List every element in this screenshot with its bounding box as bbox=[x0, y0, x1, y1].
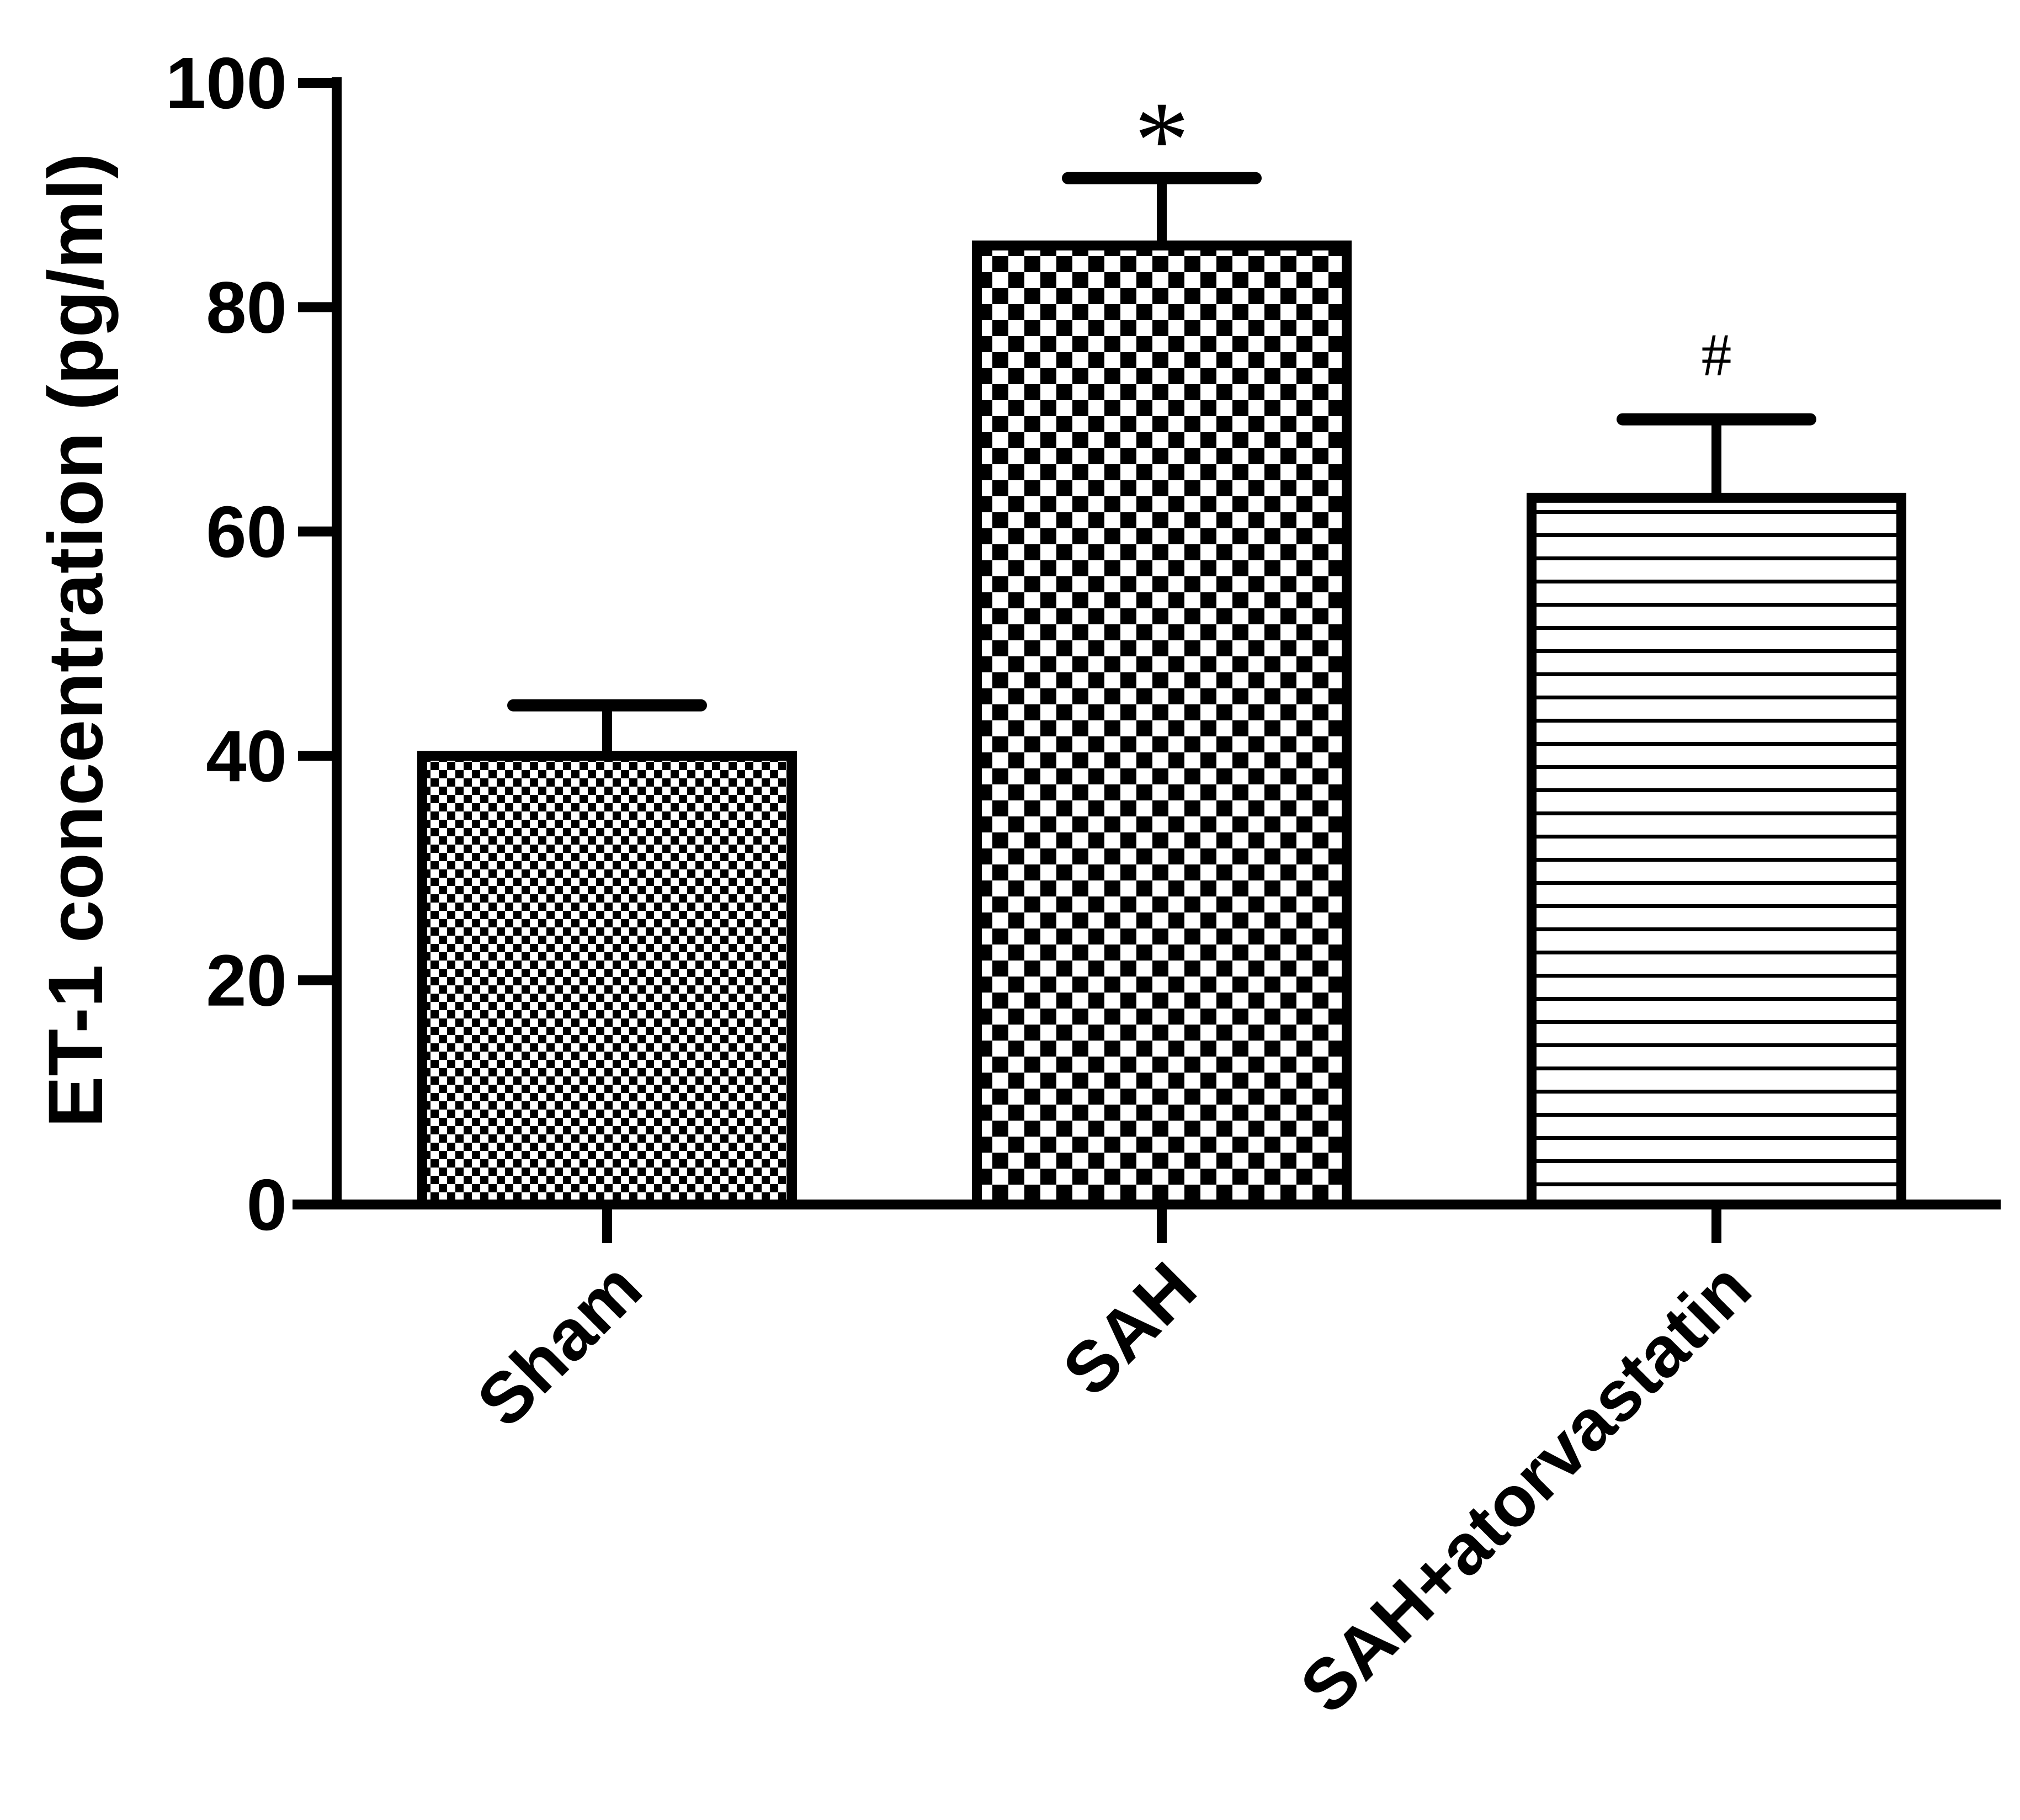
significance-annotations: *# bbox=[1134, 79, 1732, 389]
x-ticks: Sham SAH SAH+atorvastatin bbox=[461, 1205, 1766, 1728]
significance-marker: # bbox=[1702, 321, 1732, 389]
y-ticks: 0 20 40 60 80 100 bbox=[166, 43, 337, 1245]
x-tick-label: SAH+atorvastatin bbox=[1285, 1247, 1766, 1728]
significance-marker: * bbox=[1134, 79, 1189, 201]
bar-sah bbox=[972, 240, 1352, 1209]
x-tick-label: SAH bbox=[1047, 1247, 1211, 1411]
y-tick-label: 100 bbox=[166, 43, 287, 124]
error-bars bbox=[507, 172, 1816, 756]
bar-sah-atorvastatin bbox=[1527, 492, 1906, 1210]
y-tick-label: 40 bbox=[206, 715, 287, 797]
bars bbox=[417, 240, 1906, 1210]
y-tick-label: 80 bbox=[206, 267, 287, 348]
y-tick-label: 0 bbox=[247, 1164, 287, 1245]
y-tick-label: 60 bbox=[206, 491, 287, 572]
x-tick-label: Sham bbox=[461, 1247, 657, 1442]
y-tick-label: 20 bbox=[206, 940, 287, 1021]
bar-sham bbox=[417, 751, 797, 1209]
y-axis-title: ET-1 concentration (pg/ml) bbox=[32, 153, 119, 1128]
